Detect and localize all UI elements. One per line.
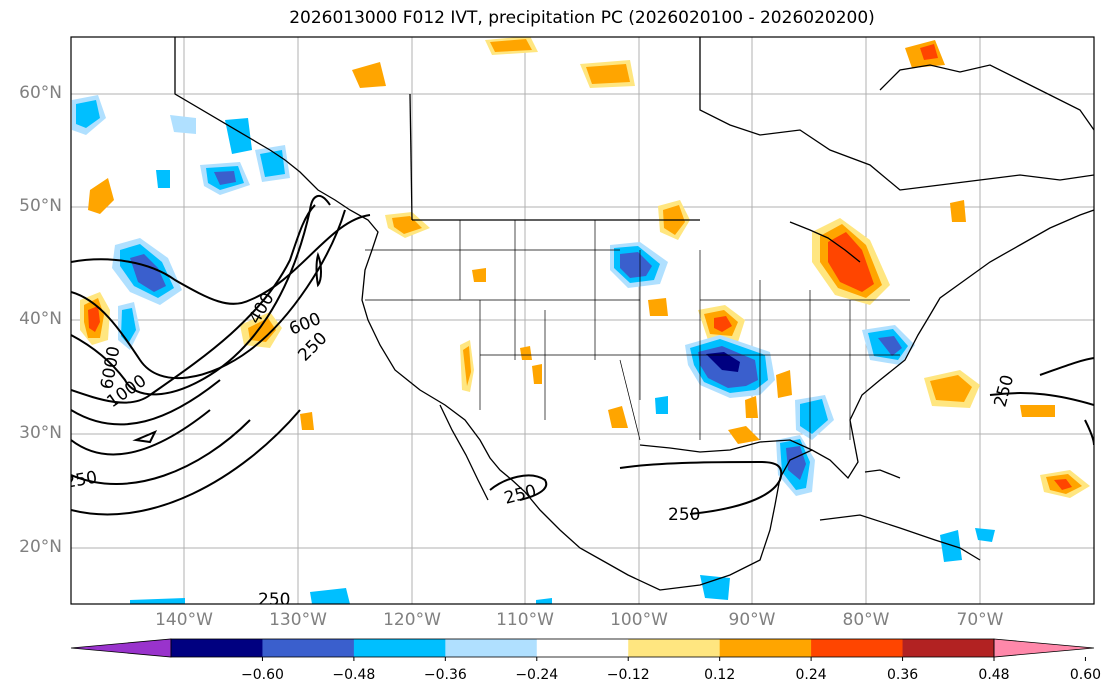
- lon-label: 140°W: [155, 610, 213, 630]
- colorbar-segment: [445, 639, 538, 657]
- positive-anomalies: [80, 37, 1090, 498]
- colorbar-tick-label: 0.12: [704, 667, 736, 683]
- colorbar-tick-label: 0.48: [978, 667, 1010, 683]
- colorbar-segment: [902, 639, 995, 657]
- colorbar-extend-high: [993, 638, 1095, 658]
- colorbar-tick-label: −0.48: [332, 667, 376, 683]
- map-plot: 400 600 250 1000 6000 250 250 250 250 25…: [70, 36, 1095, 610]
- lon-label: 70°W: [956, 610, 1004, 630]
- precip-shading: [72, 37, 1090, 604]
- colorbar-tick-label: −0.60: [240, 667, 284, 683]
- plot-frame: [70, 36, 1095, 605]
- colorbar-segment: [171, 639, 263, 657]
- colorbar-segment: [536, 639, 629, 657]
- colorbar-segment: [628, 639, 721, 657]
- colorbar-tick-label: 0.60: [1069, 667, 1102, 683]
- contour-label: 250: [668, 505, 700, 525]
- contour-label: 250: [258, 590, 290, 610]
- colorbar-tick-label: 0.24: [795, 667, 827, 683]
- lat-label: 40°N: [19, 309, 62, 329]
- lat-label: 20°N: [19, 537, 62, 557]
- colorbar-tick-label: −0.36: [423, 667, 467, 683]
- colorbar-segment: [811, 639, 904, 657]
- coastlines: [174, 37, 1094, 591]
- ivt-contours: [71, 195, 1094, 516]
- gridlines: [71, 37, 1094, 604]
- lat-label: 30°N: [19, 423, 62, 443]
- colorbar-segment: [262, 639, 355, 657]
- lon-label: 80°W: [842, 610, 890, 630]
- lon-label: 130°W: [269, 610, 327, 630]
- colorbar-frame: [170, 638, 995, 658]
- lon-label: 90°W: [728, 610, 776, 630]
- negative-anomalies: [72, 95, 995, 604]
- lat-label: 60°N: [19, 83, 62, 103]
- lon-label: 100°W: [610, 610, 668, 630]
- state-borders: [365, 220, 910, 450]
- colorbar-extend-low: [70, 638, 172, 658]
- lon-label: 120°W: [383, 610, 441, 630]
- colorbar-segment: [353, 639, 446, 657]
- colorbar-segment: [719, 639, 812, 657]
- lat-label: 50°N: [19, 196, 62, 216]
- colorbar-tick-label: 0.36: [886, 667, 919, 683]
- lon-label: 110°W: [496, 610, 554, 630]
- colorbar-tick-label: −0.12: [606, 667, 650, 683]
- colorbar-tick-label: −0.24: [515, 667, 559, 683]
- map-title: 2026013000 F012 IVT, precipitation PC (2…: [289, 8, 875, 28]
- colorbar: [70, 638, 1095, 661]
